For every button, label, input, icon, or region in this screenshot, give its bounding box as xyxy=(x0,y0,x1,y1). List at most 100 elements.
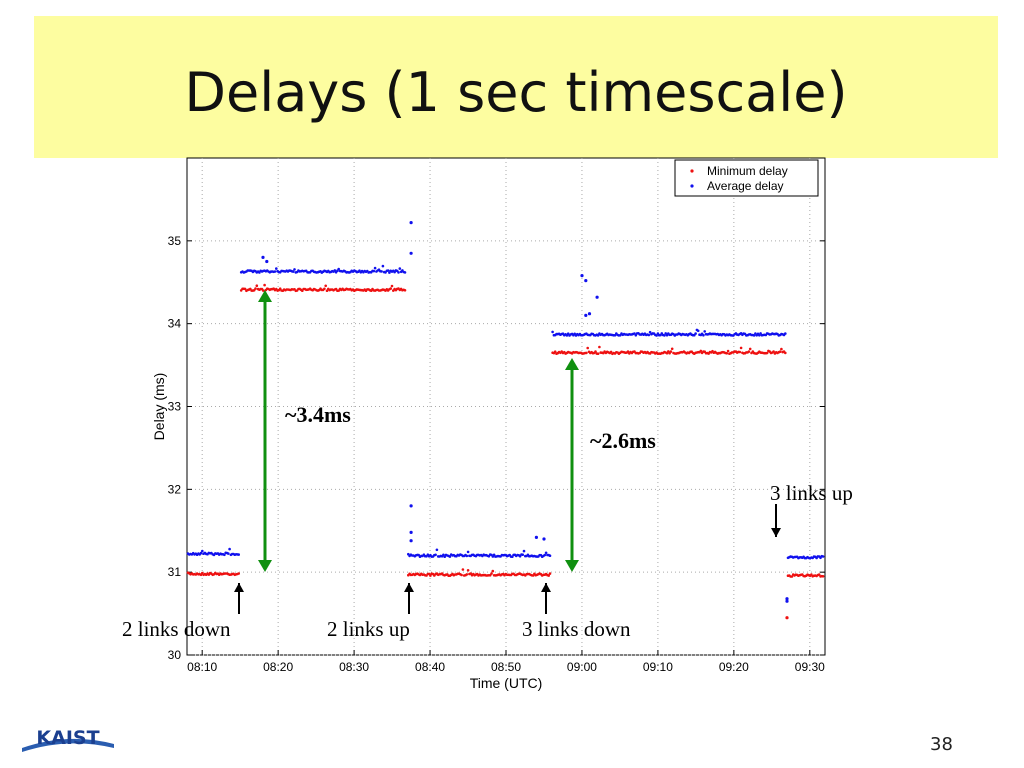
outlier-point xyxy=(534,535,539,540)
data-point xyxy=(491,569,495,573)
outlier-point xyxy=(261,255,265,259)
data-point xyxy=(598,345,601,349)
data-point xyxy=(291,270,295,273)
outlier-point xyxy=(409,221,413,225)
data-point xyxy=(490,572,493,575)
data-point xyxy=(518,555,522,558)
data-point xyxy=(778,350,782,354)
outlier-point xyxy=(409,251,413,255)
data-point xyxy=(398,267,402,270)
data-point xyxy=(748,347,752,351)
data-point xyxy=(466,550,470,554)
event-arrow-2-links-up-head xyxy=(404,583,414,592)
data-point xyxy=(694,332,697,335)
data-point xyxy=(390,284,394,288)
outlier-point xyxy=(409,530,413,535)
data-point xyxy=(403,271,407,274)
x-tick-label: 09:30 xyxy=(795,660,825,674)
data-point xyxy=(323,287,326,291)
svg-text:KAIST: KAIST xyxy=(36,727,99,749)
outlier-point xyxy=(587,312,592,316)
data-point xyxy=(293,268,296,271)
event-label-3-links-up: 3 links up xyxy=(770,481,853,505)
data-point xyxy=(566,332,570,336)
y-tick-label: 32 xyxy=(168,482,182,496)
page-number: 38 xyxy=(930,734,953,755)
data-point xyxy=(784,351,787,355)
data-point xyxy=(696,329,700,333)
data-point xyxy=(199,551,203,555)
data-point xyxy=(747,350,751,353)
outlier-point xyxy=(409,504,413,508)
data-point xyxy=(397,271,400,274)
y-tick-label: 30 xyxy=(168,648,182,662)
x-tick-label: 08:20 xyxy=(263,660,293,674)
data-point xyxy=(381,264,385,268)
gap-arrow-1-head-top xyxy=(258,290,272,302)
data-point xyxy=(765,351,769,355)
title-bar: Delays (1 sec timescale) xyxy=(34,16,998,158)
data-point xyxy=(759,332,762,335)
data-point xyxy=(237,572,240,575)
data-point xyxy=(586,346,589,350)
x-tick-label: 09:10 xyxy=(643,660,673,674)
x-tick-label: 08:30 xyxy=(339,660,369,674)
event-arrow-3-links-down-head xyxy=(541,583,551,592)
gap-arrow-1-head-bottom xyxy=(258,560,272,572)
data-point xyxy=(821,575,825,578)
data-point xyxy=(699,349,703,353)
data-point xyxy=(254,287,257,290)
data-point xyxy=(227,552,230,555)
y-tick-label: 35 xyxy=(168,234,182,248)
x-tick-label: 08:40 xyxy=(415,660,445,674)
slide-title: Delays (1 sec timescale) xyxy=(184,61,848,124)
data-point xyxy=(738,350,742,354)
data-point xyxy=(594,350,597,353)
data-point xyxy=(511,555,514,558)
data-point xyxy=(461,568,465,571)
data-point xyxy=(667,350,670,353)
outlier-point xyxy=(409,539,413,543)
data-point xyxy=(670,347,674,351)
data-point xyxy=(434,553,437,557)
data-point xyxy=(492,553,496,557)
data-point xyxy=(389,287,393,290)
legend-label: Minimum delay xyxy=(707,164,788,178)
event-label-2-links-down: 2 links down xyxy=(122,617,231,641)
data-point xyxy=(613,334,617,337)
event-label-3-links-down: 3 links down xyxy=(522,617,631,641)
data-point xyxy=(243,287,247,291)
data-point xyxy=(810,573,813,576)
data-point xyxy=(752,334,756,337)
data-point xyxy=(201,571,204,575)
data-point xyxy=(466,569,470,572)
outlier-point xyxy=(580,274,584,278)
data-point xyxy=(817,573,821,576)
data-point xyxy=(522,549,526,553)
data-point xyxy=(435,548,439,552)
x-tick-label: 08:50 xyxy=(491,660,521,674)
data-point xyxy=(325,289,329,293)
data-point xyxy=(784,332,787,335)
data-point xyxy=(263,283,266,287)
outlier-point xyxy=(542,537,546,541)
data-point xyxy=(521,553,524,556)
gap-arrow-2-head-top xyxy=(565,358,579,370)
data-point xyxy=(585,351,588,355)
data-point xyxy=(403,289,407,292)
outlier-point xyxy=(785,597,789,601)
data-point xyxy=(609,350,613,354)
legend-marker xyxy=(690,169,694,173)
data-point xyxy=(543,553,547,557)
data-point xyxy=(373,266,377,270)
data-point xyxy=(442,553,445,557)
data-point xyxy=(547,574,550,577)
data-point xyxy=(790,575,794,578)
data-point xyxy=(772,350,775,353)
data-point xyxy=(228,547,231,551)
data-point xyxy=(201,549,204,553)
data-point xyxy=(821,555,825,558)
data-point xyxy=(465,554,469,558)
outlier-point xyxy=(265,259,269,264)
